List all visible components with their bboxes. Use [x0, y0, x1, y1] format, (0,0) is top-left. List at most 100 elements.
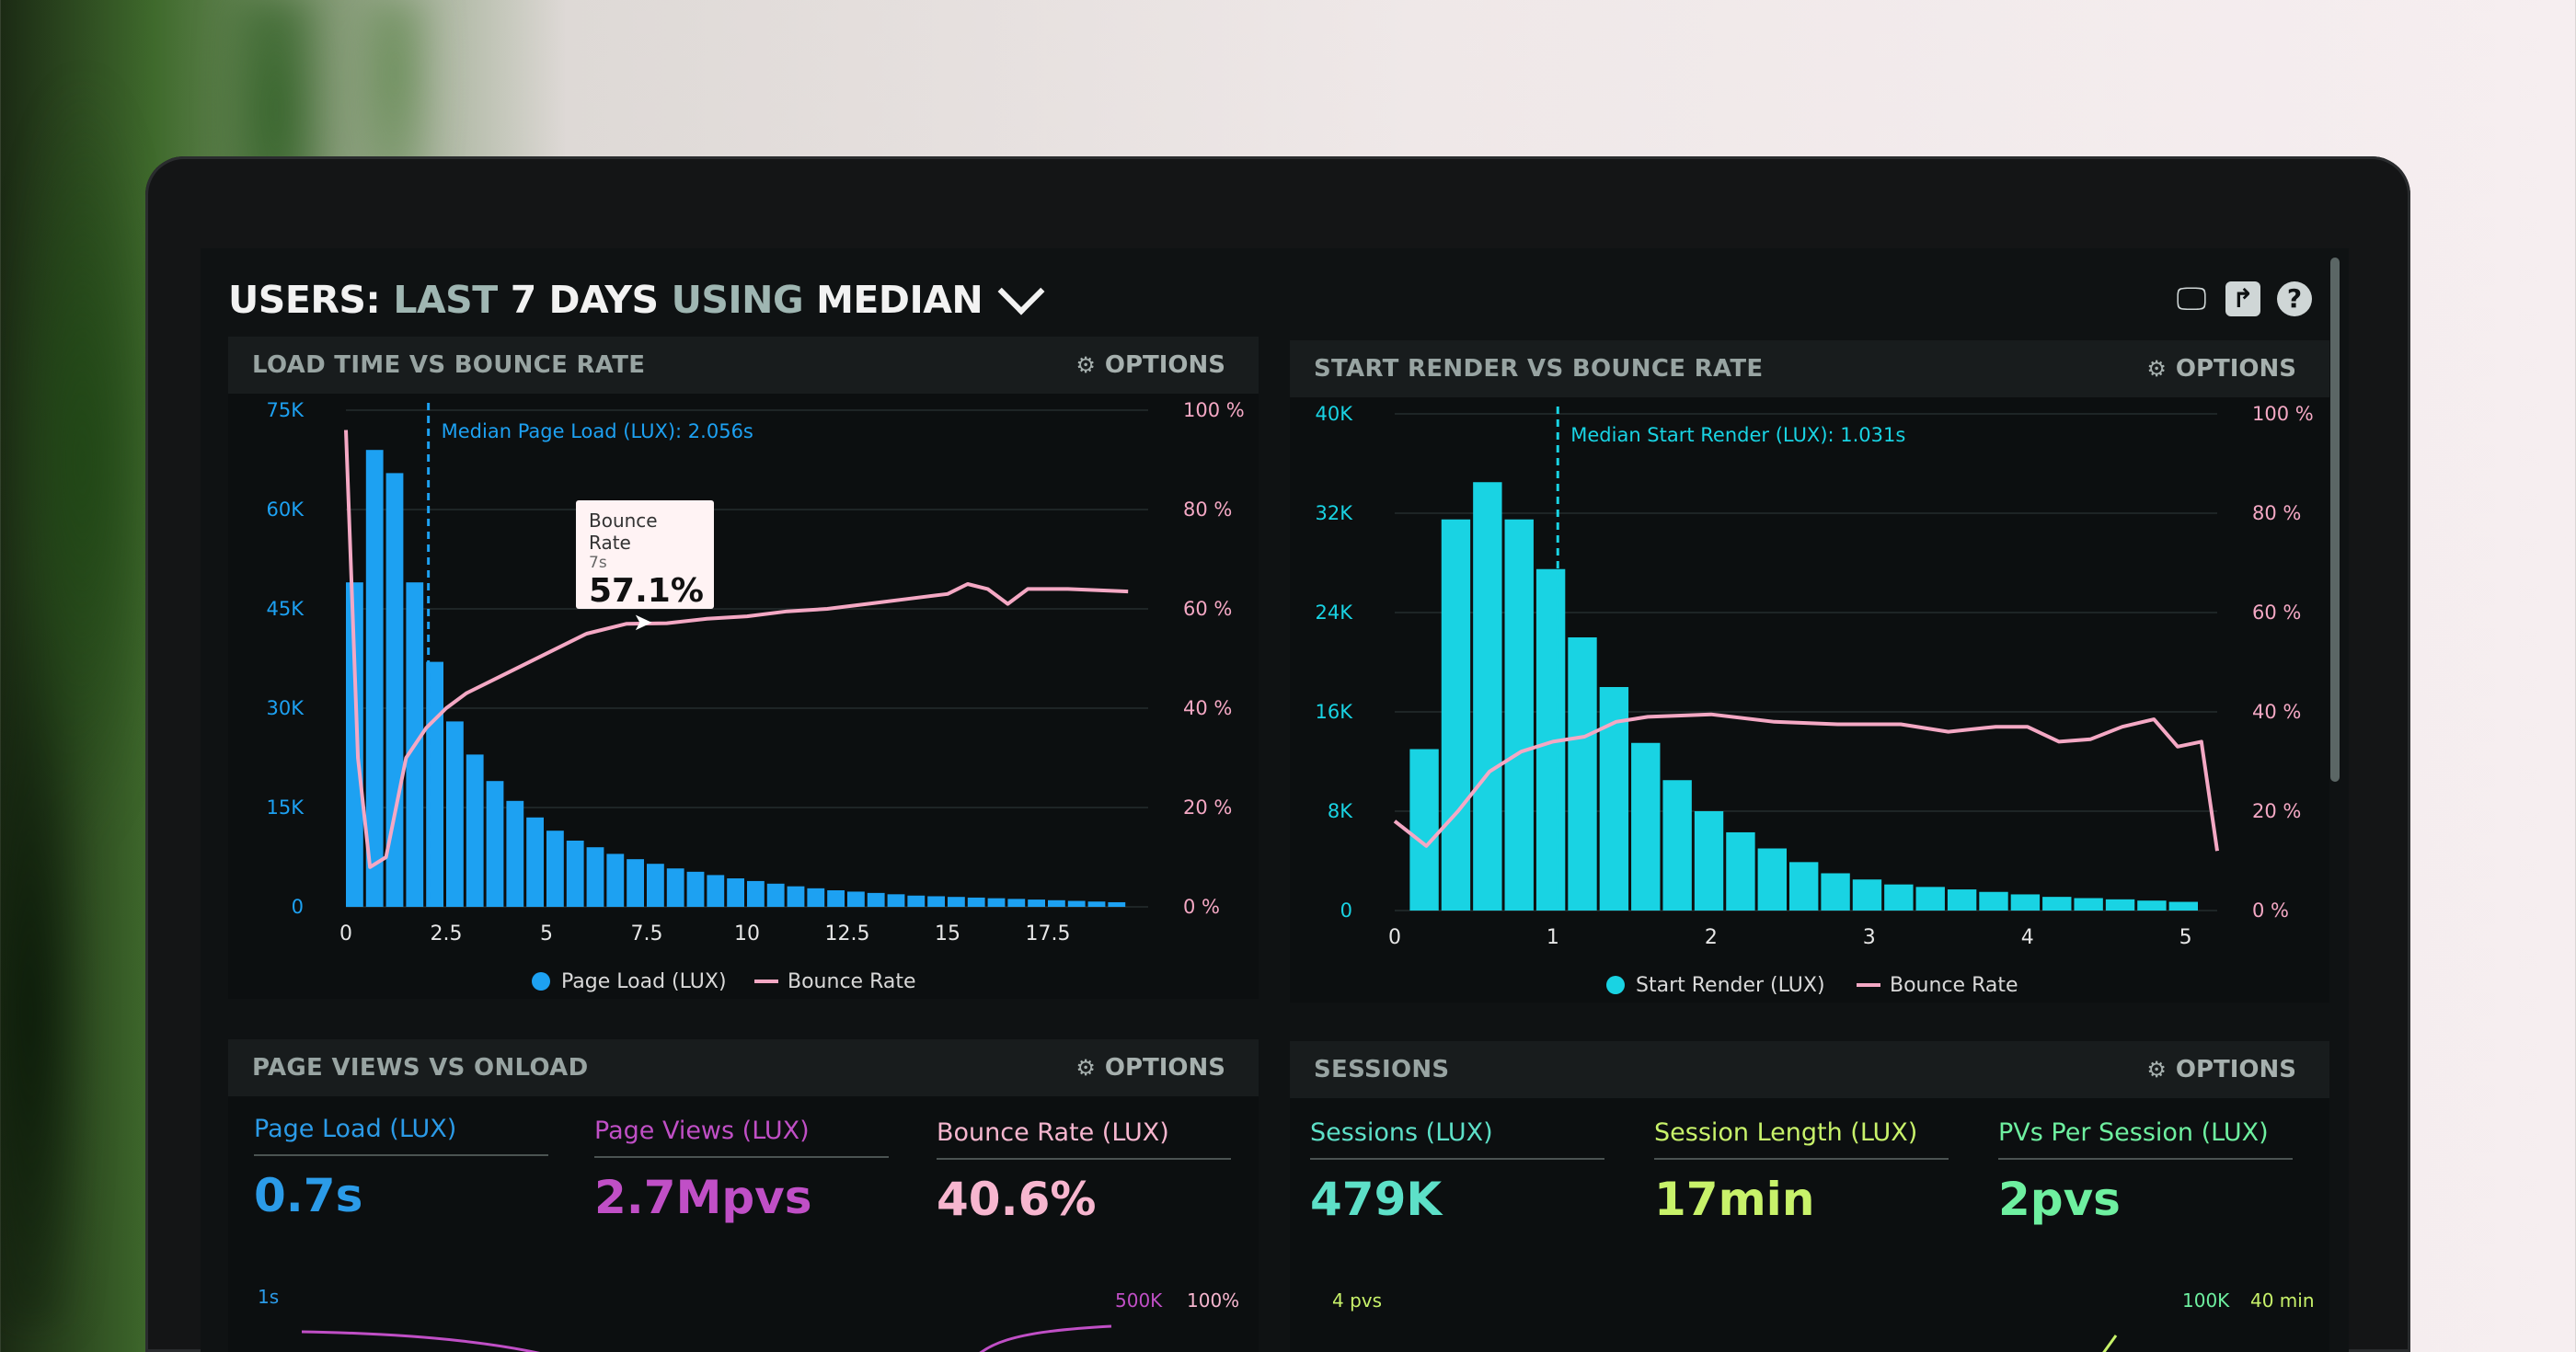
- cursor-icon: ➤: [633, 609, 653, 636]
- load-time-chart: 75K 100 % 60K 80 % 45K 60 % 30K 40 % 15K 20 % 0 0 %…: [267, 399, 1245, 993]
- header-period[interactable]: 7 DAYS: [510, 278, 659, 322]
- y-tick-left: 15K: [267, 796, 305, 819]
- options-button[interactable]: ⚙ OPTIONS: [1075, 1039, 1225, 1096]
- pvs-axis-note-b: 40 min: [2250, 1289, 2315, 1312]
- bar: [546, 831, 564, 907]
- bar: [1108, 901, 1126, 907]
- bar: [2074, 898, 2103, 911]
- bar: [2137, 900, 2167, 911]
- gear-icon: ⚙: [1075, 352, 1096, 378]
- bar: [2168, 901, 2198, 911]
- bar: [1067, 900, 1086, 907]
- options-label: OPTIONS: [2175, 355, 2296, 383]
- options-button[interactable]: ⚙ OPTIONS: [1075, 337, 1225, 394]
- metric-pvs-per-session: PVs Per Session (LUX) 2pvs: [1998, 1118, 2293, 1226]
- bar: [1087, 901, 1106, 907]
- panel-title: START RENDER VS BOUNCE RATE: [1290, 340, 2329, 397]
- metric-page-load: Page Load (LUX) 0.7s: [254, 1115, 548, 1222]
- bar: [1028, 899, 1045, 907]
- sparkline-area: [2102, 1335, 2118, 1352]
- x-tick: 3: [1863, 926, 1876, 949]
- bar: [506, 800, 524, 907]
- y-tick-right: 20 %: [2252, 800, 2301, 822]
- y-tick-right: 60 %: [1183, 598, 1232, 620]
- bar: [365, 450, 384, 907]
- bar: [787, 886, 805, 907]
- bar: [887, 894, 905, 907]
- sessions-panel: SESSIONS ⚙ OPTIONS Sessions (LUX) 479K Se…: [1290, 1041, 2329, 1352]
- bar: [446, 721, 464, 907]
- bounce-rate-line: [1393, 712, 2219, 852]
- legend-label-line: Bounce Rate: [1890, 974, 2018, 997]
- bar: [486, 781, 504, 907]
- metric-label: Page Views (LUX): [594, 1117, 889, 1158]
- bar: [927, 896, 945, 907]
- bar: [586, 847, 604, 907]
- bar: [1757, 848, 1787, 911]
- bar: [606, 854, 625, 907]
- help-icon[interactable]: ?: [2277, 281, 2312, 316]
- y-tick-left: 40K: [1316, 403, 1354, 425]
- panel-title: PAGE VIEWS VS ONLOAD: [228, 1039, 1259, 1096]
- y-tick-right: 80 %: [2252, 502, 2301, 524]
- y-tick-right: 100 %: [1183, 399, 1245, 421]
- bar: [1915, 887, 1945, 911]
- metric-value: 2.7Mpvs: [594, 1171, 812, 1224]
- gear-icon: ⚙: [2146, 356, 2167, 382]
- legend-label-bars: Page Load (LUX): [561, 970, 727, 993]
- x-tick: 5: [540, 922, 553, 945]
- bar: [1947, 889, 1977, 911]
- pvs-sparkline: [2102, 1335, 2118, 1352]
- bar: [1568, 637, 1597, 911]
- options-button[interactable]: ⚙ OPTIONS: [2146, 1041, 2296, 1098]
- bar: [526, 817, 544, 907]
- bar: [346, 582, 363, 907]
- y-tick-right: 40 %: [2252, 701, 2301, 723]
- start-render-panel: START RENDER VS BOUNCE RATE ⚙ OPTIONS 40K…: [1290, 340, 2329, 1003]
- scrollbar[interactable]: [2330, 258, 2340, 782]
- bar: [1979, 891, 2008, 911]
- chevron-down-icon[interactable]: [997, 268, 1045, 315]
- x-tick: 10: [734, 922, 760, 945]
- bar: [566, 841, 584, 907]
- bar: [707, 875, 725, 907]
- bar: [2042, 897, 2072, 911]
- x-tick: 1: [1547, 926, 1559, 949]
- metric-value: 40.6%: [937, 1173, 1097, 1226]
- panel-title: LOAD TIME VS BOUNCE RATE: [228, 337, 1259, 394]
- gear-icon: ⚙: [1075, 1055, 1096, 1081]
- y-tick-left: 0: [1340, 899, 1352, 922]
- bar: [1441, 519, 1471, 911]
- bar: [1409, 749, 1439, 911]
- pvs-axis-note-a: 100K: [2182, 1289, 2230, 1312]
- bar: [1048, 899, 1065, 907]
- bar: [766, 883, 785, 907]
- x-tick: 5: [2179, 926, 2192, 949]
- x-tick: 4: [2021, 926, 2034, 949]
- header-statistic[interactable]: MEDIAN: [816, 278, 983, 322]
- laptop-bezel: USERS: LAST 7 DAYS USING MEDIAN 🖵 ↱ ? LO…: [145, 156, 2410, 1352]
- metric-label: Bounce Rate (LUX): [937, 1118, 1231, 1160]
- x-tick: 0: [339, 922, 352, 945]
- tooltip-title: Bounce Rate: [589, 510, 658, 554]
- metric-sessions: Sessions (LUX) 479K: [1310, 1118, 1604, 1226]
- bar: [666, 868, 684, 907]
- metric-label: PVs Per Session (LUX): [1998, 1118, 2293, 1160]
- dashboard-header: USERS: LAST 7 DAYS USING MEDIAN: [228, 268, 1045, 327]
- bar: [1473, 482, 1502, 911]
- options-label: OPTIONS: [2175, 1056, 2296, 1083]
- x-tick: 2.5: [431, 922, 463, 945]
- metric-session-length: Session Length (LUX) 17min: [1654, 1118, 1949, 1226]
- monitor-icon[interactable]: 🖵: [2176, 281, 2207, 317]
- bar: [948, 897, 965, 907]
- share-icon[interactable]: ↱: [2225, 281, 2260, 316]
- bounce-axis-note-a: 500K: [1115, 1289, 1163, 1312]
- metric-label: Session Length (LUX): [1654, 1118, 1949, 1160]
- bounce-tooltip: Bounce Rate 7s 57.1%: [576, 500, 714, 610]
- header-toolbar: 🖵 ↱ ?: [2174, 281, 2312, 316]
- bar: [727, 878, 744, 907]
- bar: [867, 892, 885, 907]
- panel-title: SESSIONS: [1290, 1041, 2329, 1098]
- bar: [987, 898, 1006, 907]
- options-button[interactable]: ⚙ OPTIONS: [2146, 340, 2296, 397]
